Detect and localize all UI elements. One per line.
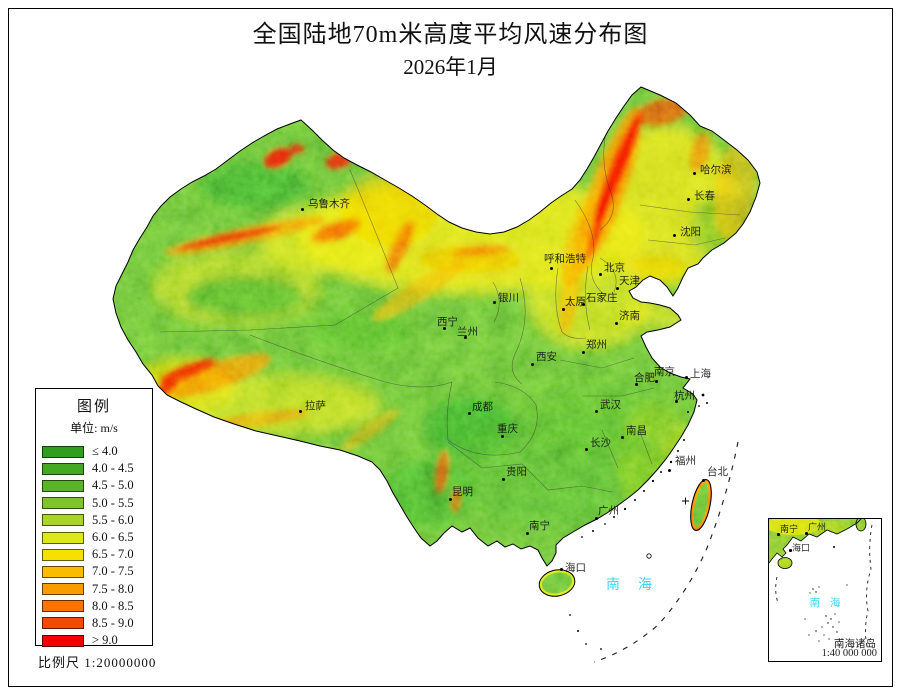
inset-dash-line	[775, 524, 873, 652]
legend-swatch	[42, 634, 84, 647]
inset-city-dot	[789, 549, 792, 552]
legend-label: 4.0 - 4.5	[92, 461, 134, 476]
legend-row: 4.5 - 5.0	[36, 477, 152, 494]
legend-rows: ≤ 4.0 4.0 - 4.5 4.5 - 5.0 5.0 - 5.5 5.5 - 6.…	[36, 443, 152, 649]
legend-label: 7.5 - 8.0	[92, 581, 134, 596]
pratas-atoll	[646, 553, 652, 559]
legend-label: 6.0 - 6.5	[92, 530, 134, 545]
legend-label: 7.0 - 7.5	[92, 564, 134, 579]
legend-row: 8.5 - 9.0	[36, 615, 152, 632]
legend-row: 4.0 - 4.5	[36, 460, 152, 477]
legend-row: 8.0 - 8.5	[36, 598, 152, 615]
legend-row: 5.5 - 6.0	[36, 512, 152, 529]
legend-swatch	[42, 479, 84, 492]
reef-cross-marker	[682, 497, 689, 505]
legend-label: ≤ 4.0	[92, 444, 118, 459]
legend-row: > 9.0	[36, 632, 152, 649]
legend-swatch	[42, 617, 84, 630]
inset-scale-text: 1:40 000 000	[821, 648, 877, 659]
legend-label: 8.0 - 8.5	[92, 598, 134, 613]
country-outline	[112, 86, 761, 597]
legend-row: 6.5 - 7.0	[36, 546, 152, 563]
title-block: 全国陆地70m米高度平均风速分布图 2026年1月	[0, 14, 901, 81]
legend-label: 4.5 - 5.0	[92, 478, 134, 493]
hainan-island	[538, 569, 576, 597]
legend-label: 6.5 - 7.0	[92, 547, 134, 562]
legend-row: 6.0 - 6.5	[36, 529, 152, 546]
inset-city-label: 广州	[808, 522, 827, 532]
inset-islands-label: 南海诸岛	[834, 639, 876, 650]
maritime-dash-line	[593, 441, 739, 663]
inset-city-dot	[777, 533, 780, 536]
legend-swatch	[42, 565, 84, 578]
legend-swatch	[42, 583, 84, 596]
legend-label: 5.5 - 6.0	[92, 512, 134, 527]
legend-row: 7.0 - 7.5	[36, 563, 152, 580]
inset-islands-dots	[804, 546, 848, 642]
legend-swatch	[42, 600, 84, 613]
map-title: 全国陆地70m米高度平均风速分布图	[252, 22, 649, 48]
inset-city-label: 南宁	[780, 524, 799, 534]
legend-swatch	[42, 514, 84, 527]
legend-box: 图例 单位: m/s ≤ 4.0 4.0 - 4.5 4.5 - 5.0 5.0 - …	[35, 388, 153, 649]
province-boundaries	[159, 98, 741, 493]
inset-map	[769, 519, 873, 652]
legend-row: ≤ 4.0	[36, 443, 152, 460]
legend-row: 5.0 - 5.5	[36, 495, 152, 512]
legend-swatch	[42, 531, 84, 544]
legend-swatch	[42, 497, 84, 510]
wind-raster	[113, 87, 760, 600]
legend-row: 7.5 - 8.0	[36, 581, 152, 598]
legend-swatch	[42, 462, 84, 475]
legend-unit: 单位: m/s	[70, 421, 118, 435]
legend-swatch	[42, 445, 84, 458]
inset-city-dot	[805, 532, 808, 535]
legend-swatch	[42, 548, 84, 561]
map-subtitle: 2026年1月	[403, 55, 498, 79]
inset-sea-label: 南海	[809, 598, 851, 609]
inset-box: 南宁 广州海口 南海 南海诸岛 1:40 000 000	[768, 518, 882, 662]
legend-label: > 9.0	[92, 633, 118, 648]
coastal-islands	[569, 393, 708, 650]
legend-title: 图例	[76, 399, 111, 415]
sea-label: 南海	[606, 578, 670, 593]
inset-city-label: 海口	[792, 543, 811, 553]
taiwan-island	[690, 478, 712, 532]
scale-text: 比例尺 1:20000000	[38, 655, 157, 670]
legend-label: 5.0 - 5.5	[92, 495, 134, 510]
legend-label: 8.5 - 9.0	[92, 615, 134, 630]
